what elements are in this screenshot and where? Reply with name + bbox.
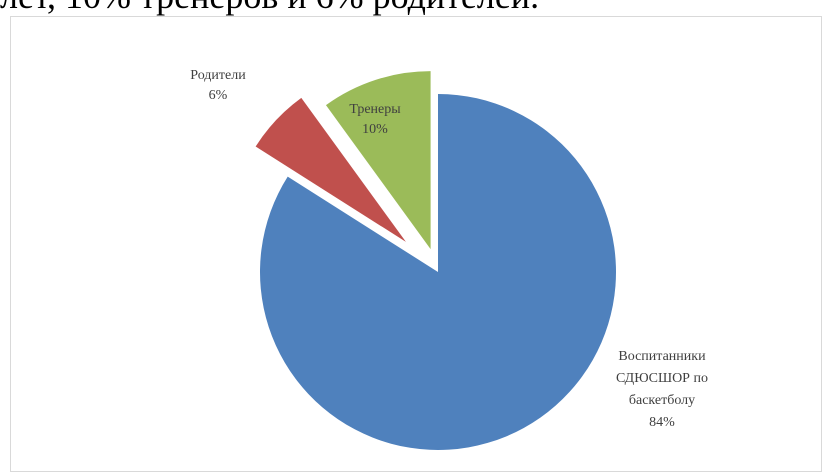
pie-label-line: 6%	[209, 88, 228, 103]
pie-label-line: Родители	[190, 68, 246, 83]
pie-label-vospitanniki: Воспитанники СДЮСШОР по баскетболу 84%	[616, 349, 708, 430]
pie-label-line: 84%	[649, 415, 675, 430]
pie-label-line: баскетболу	[629, 393, 695, 408]
document-text-above-chart: лет, 10% тренеров и 6% родителей.	[0, 0, 832, 16]
pie-slice-trenery	[325, 71, 431, 250]
pie-label-trenery: Тренеры 10%	[349, 102, 401, 137]
pie-label-line: 10%	[362, 122, 388, 137]
pie-label-line: Тренеры	[349, 102, 401, 117]
pie-slice-roditeli	[255, 97, 406, 242]
pie-label-roditeli: Родители 6%	[190, 68, 246, 103]
pie-label-line: Воспитанники	[618, 349, 706, 364]
pie-slice-vospitanniki	[260, 94, 617, 450]
pie-label-line: СДЮСШОР по	[616, 371, 708, 386]
